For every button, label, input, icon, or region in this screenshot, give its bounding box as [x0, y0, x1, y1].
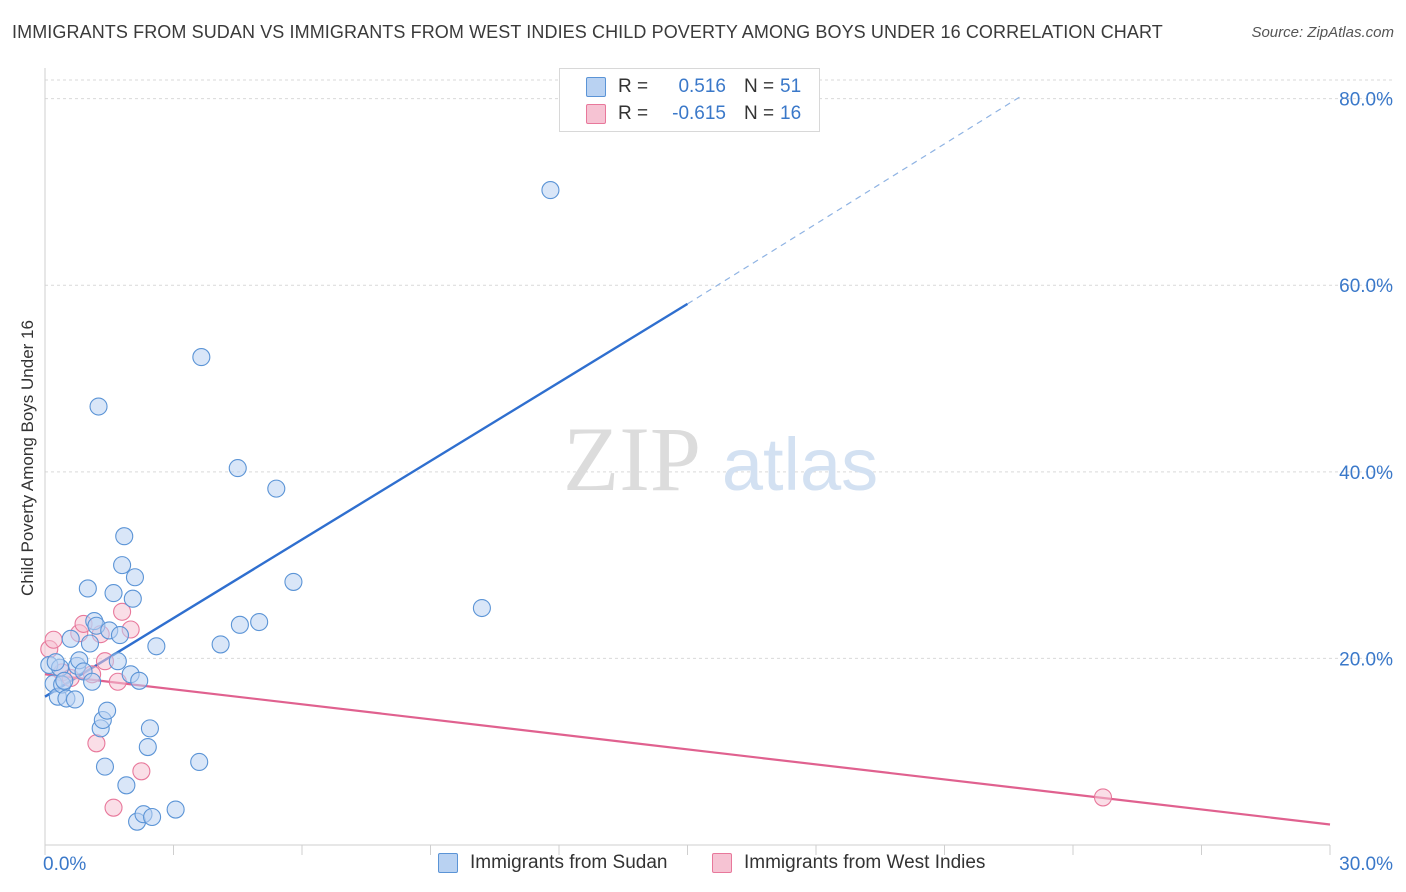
- sudan-point: [65, 690, 85, 709]
- sudan-point: [98, 701, 117, 720]
- sudan-point: [123, 589, 142, 608]
- sudan-trend-line: [44, 302, 689, 698]
- sudan-point: [117, 776, 136, 795]
- sudan-point: [95, 757, 115, 776]
- n-value: 51: [780, 76, 802, 97]
- r-value: -0.615: [672, 103, 726, 124]
- watermark-atlas: atlas: [722, 423, 878, 506]
- west-indies-point: [104, 798, 123, 817]
- sudan-point: [89, 397, 108, 416]
- sudan-point: [541, 181, 560, 200]
- sudan-legend-swatch: [438, 853, 458, 873]
- sudan-point: [115, 527, 134, 546]
- west-indies-point: [132, 762, 151, 781]
- sudan-point: [125, 568, 144, 587]
- tick-labels: 20.0% 40.0% 60.0% 80.0% 0.0% 30.0%: [43, 90, 1393, 875]
- sudan-point: [192, 348, 211, 367]
- correlation-legend: R = 0.516 N = 51 R = -0.615 N = 16: [559, 68, 820, 132]
- sudan-point: [166, 800, 185, 819]
- sudan-point: [230, 615, 249, 634]
- legend-label-sudan: Immigrants from Sudan: [470, 852, 668, 873]
- sudan-point: [61, 629, 80, 648]
- west-indies-trend-line: [44, 673, 1331, 826]
- n-label: N =: [744, 76, 775, 97]
- sudan-swatch: [586, 77, 606, 97]
- sudan-point: [284, 572, 303, 591]
- sudan-point: [46, 653, 65, 672]
- sudan-point: [113, 556, 132, 575]
- y-tick-label: 20.0%: [1339, 649, 1393, 670]
- west-indies-point: [44, 630, 63, 649]
- sudan-point: [138, 737, 157, 757]
- legend-label-west-indies: Immigrants from West Indies: [744, 852, 986, 873]
- sudan-point: [267, 479, 286, 498]
- y-tick-label: 80.0%: [1339, 90, 1393, 111]
- west-indies-legend-swatch: [712, 853, 732, 873]
- sudan-point: [147, 637, 166, 656]
- sudan-point: [108, 652, 127, 671]
- sudan-point: [80, 634, 100, 653]
- r-label: R =: [618, 76, 649, 97]
- sudan-point: [83, 672, 102, 691]
- west-indies-point: [113, 602, 132, 621]
- sudan-point: [110, 626, 130, 645]
- sudan-point: [228, 459, 247, 478]
- sudan-point: [211, 635, 230, 654]
- axes: [44, 68, 1331, 855]
- n-value: 16: [780, 103, 802, 124]
- legend-item-west-indies: Immigrants from West Indies: [712, 852, 985, 874]
- source-credit: Source: ZipAtlas.com: [1251, 24, 1394, 41]
- watermark-zip: ZIP: [563, 408, 701, 510]
- sudan-point: [190, 752, 209, 772]
- legend-item-sudan: Immigrants from Sudan: [438, 852, 667, 874]
- west-indies-swatch: [586, 104, 606, 124]
- sudan-point: [55, 671, 74, 690]
- sudan-point: [140, 719, 159, 738]
- sudan-point: [104, 584, 123, 603]
- trend-lines: [44, 95, 1331, 826]
- sudan-point: [250, 612, 269, 632]
- x-tick-label: 30.0%: [1339, 854, 1393, 875]
- sudan-point: [130, 671, 149, 690]
- data-points: [40, 181, 1113, 831]
- y-tick-label: 60.0%: [1339, 276, 1393, 297]
- n-label: N =: [744, 103, 775, 124]
- sudan-point: [143, 807, 162, 827]
- legend-row-sudan: R = 0.516 N = 51: [560, 74, 801, 100]
- watermark: ZIP atlas: [563, 408, 878, 510]
- sudan-point: [78, 579, 97, 598]
- west-indies-point: [1093, 788, 1113, 807]
- x-tick-label: 0.0%: [43, 854, 86, 875]
- sudan-point: [472, 598, 491, 618]
- chart-title: IMMIGRANTS FROM SUDAN VS IMMIGRANTS FROM…: [12, 22, 1163, 42]
- r-label: R =: [618, 103, 649, 124]
- y-tick-label: 40.0%: [1339, 463, 1393, 484]
- legend-row-west-indies: R = -0.615 N = 16: [560, 101, 801, 127]
- series-legend: Immigrants from Sudan Immigrants from We…: [0, 852, 1406, 878]
- r-value: 0.516: [678, 76, 726, 97]
- west-indies-point: [87, 734, 106, 753]
